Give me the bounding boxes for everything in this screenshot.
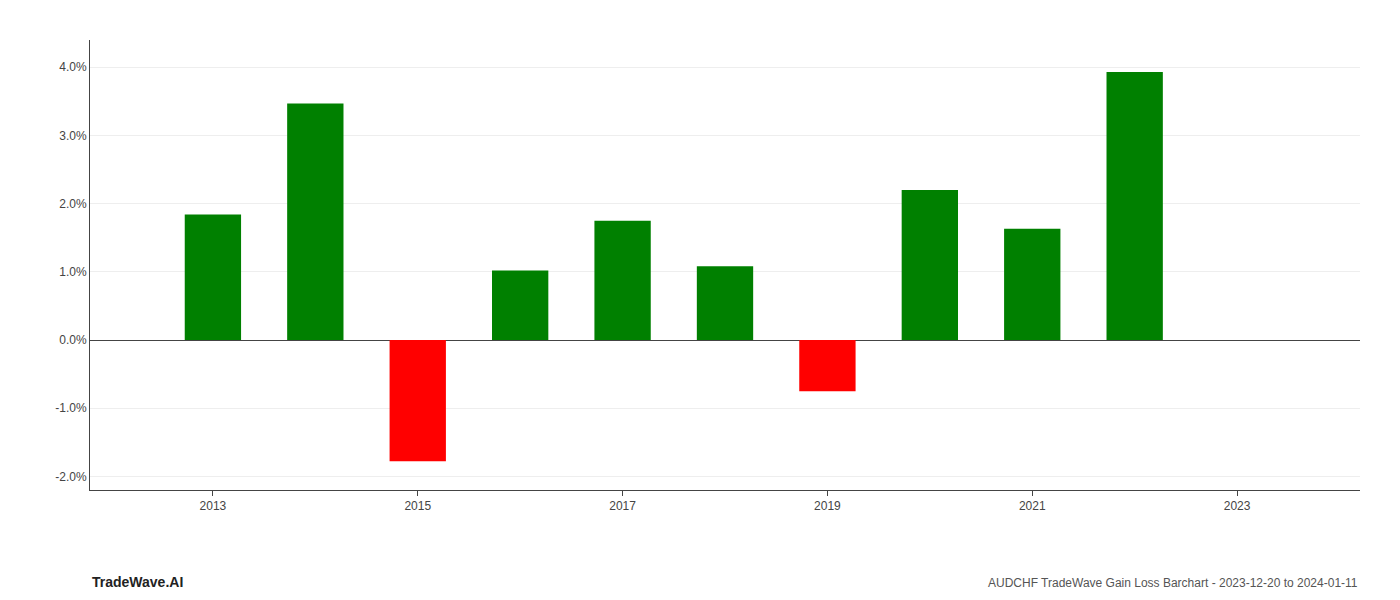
svg-text:2023: 2023 [1224,499,1251,513]
svg-text:-1.0%: -1.0% [55,401,87,415]
svg-text:2013: 2013 [200,499,227,513]
svg-text:AUDCHF TradeWave Gain Loss Bar: AUDCHF TradeWave Gain Loss Barchart - 20… [988,576,1358,590]
svg-text:1.0%: 1.0% [59,265,87,279]
svg-text:-2.0%: -2.0% [55,470,87,484]
svg-text:3.0%: 3.0% [59,129,87,143]
svg-text:2021: 2021 [1019,499,1046,513]
svg-text:TradeWave.AI: TradeWave.AI [92,574,183,590]
svg-text:2017: 2017 [609,499,636,513]
svg-text:2015: 2015 [404,499,431,513]
svg-text:2.0%: 2.0% [59,197,87,211]
svg-text:4.0%: 4.0% [59,60,87,74]
svg-text:0.0%: 0.0% [59,333,87,347]
svg-text:2019: 2019 [814,499,841,513]
